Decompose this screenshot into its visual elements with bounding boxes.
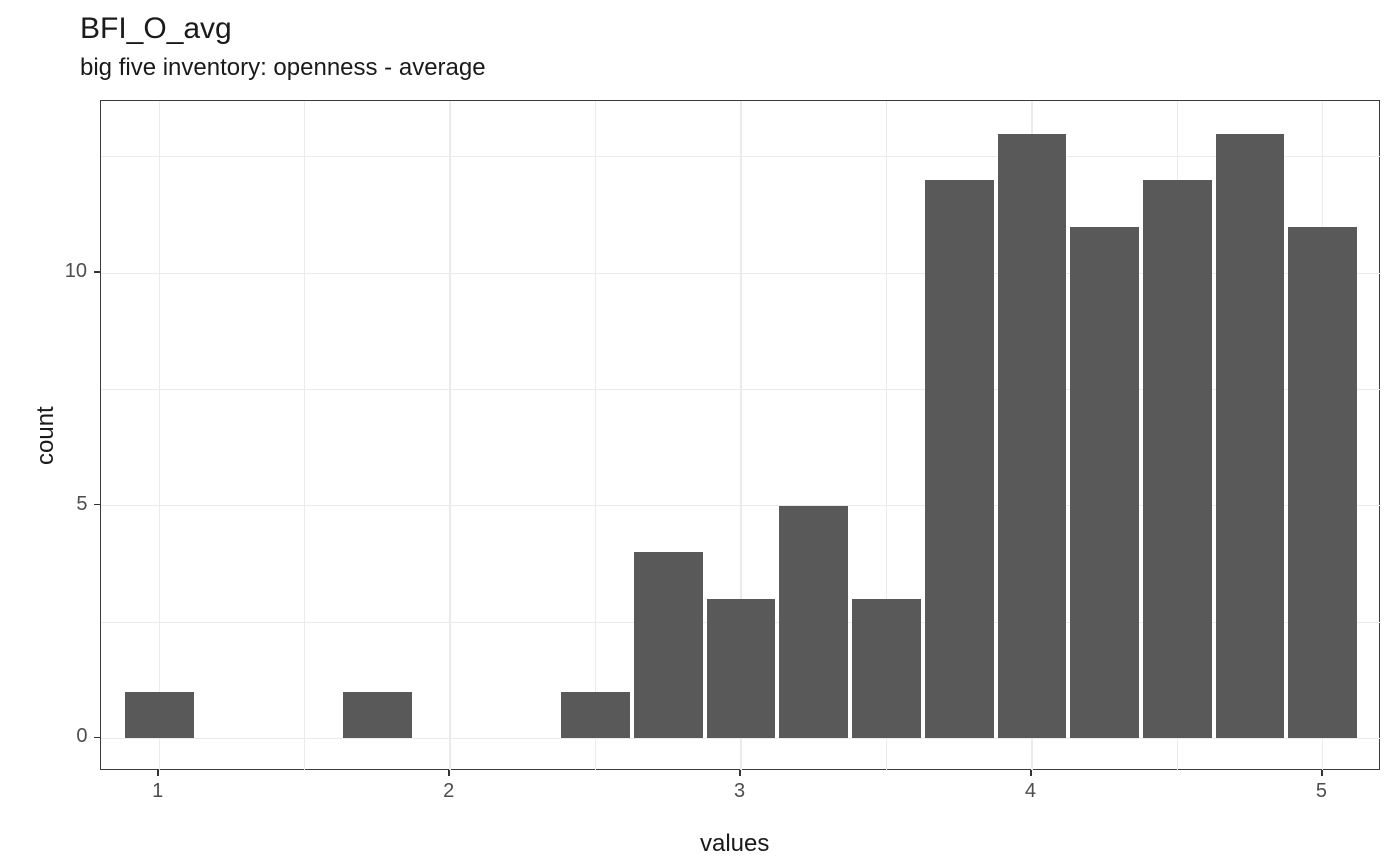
histogram-bar — [561, 692, 630, 739]
histogram-bar — [1288, 227, 1357, 739]
y-tick-label: 0 — [76, 725, 87, 748]
y-tick-label: 5 — [76, 493, 87, 516]
x-tick-mark — [157, 770, 158, 776]
grid-line-vertical — [159, 101, 160, 771]
chart-subtitle: big five inventory: openness - average — [80, 54, 486, 82]
x-tick-mark — [448, 770, 449, 776]
histogram-bar — [1143, 180, 1212, 738]
x-tick-mark — [739, 770, 740, 776]
histogram-bar — [998, 134, 1067, 739]
x-tick-label: 2 — [443, 780, 454, 803]
histogram-bar — [852, 599, 921, 739]
y-tick-mark — [94, 737, 100, 738]
y-tick-label: 10 — [65, 260, 87, 283]
grid-line-vertical — [304, 101, 305, 771]
plot-panel — [100, 100, 1380, 770]
x-tick-mark — [1321, 770, 1322, 776]
x-tick-mark — [1030, 770, 1031, 776]
grid-line-horizontal — [101, 156, 1381, 157]
y-tick-mark — [94, 271, 100, 272]
y-tick-mark — [94, 504, 100, 505]
y-axis-label: count — [32, 406, 60, 465]
histogram-bar — [707, 599, 776, 739]
x-tick-label: 4 — [1025, 780, 1036, 803]
grid-line-vertical — [449, 101, 450, 771]
histogram-bar — [125, 692, 194, 739]
chart-title: BFI_O_avg — [80, 12, 232, 46]
histogram-bar — [1216, 134, 1285, 739]
chart-container: BFI_O_avg big five inventory: openness -… — [0, 0, 1400, 865]
x-axis-label: values — [700, 830, 769, 858]
x-tick-label: 1 — [152, 780, 163, 803]
histogram-bar — [779, 506, 848, 739]
histogram-bar — [925, 180, 994, 738]
x-tick-label: 5 — [1316, 780, 1327, 803]
grid-line-vertical — [595, 101, 596, 771]
histogram-bar — [634, 552, 703, 738]
histogram-bar — [1070, 227, 1139, 739]
histogram-bar — [343, 692, 412, 739]
x-tick-label: 3 — [734, 780, 745, 803]
